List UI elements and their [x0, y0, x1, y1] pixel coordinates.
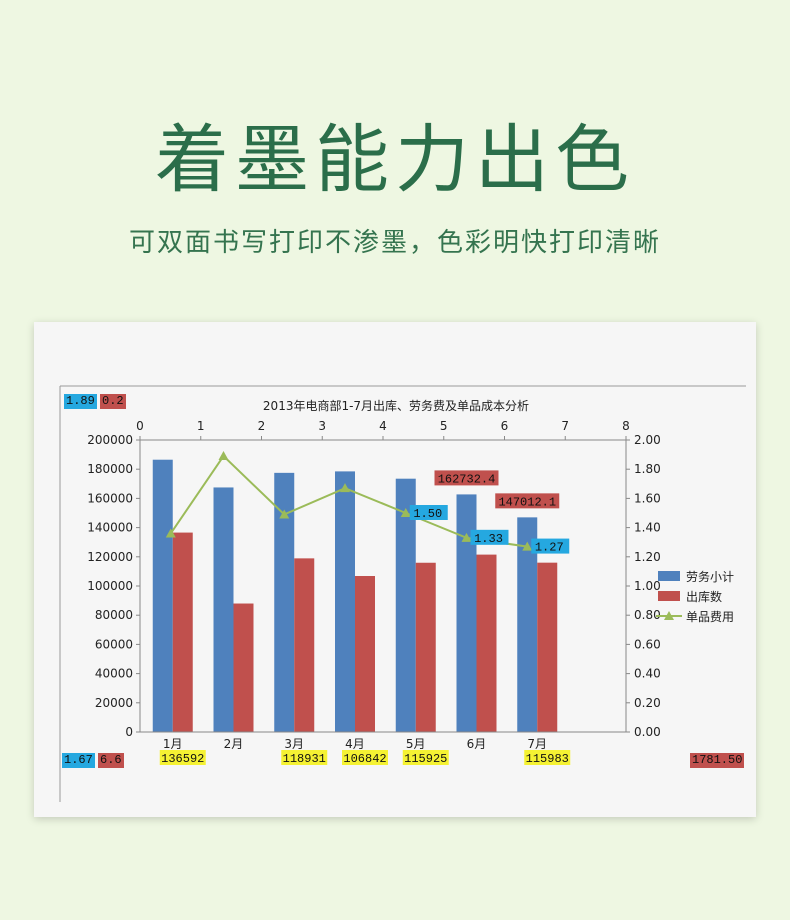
tag-bottom-left-blue: 1.67: [62, 753, 95, 768]
bar-outbound: [233, 603, 254, 732]
line-point: [400, 508, 411, 517]
line-point: [218, 451, 229, 461]
chart-title: 2013年电商部1-7月出库、劳务费及单品成本分析: [263, 398, 529, 413]
line-point: [340, 483, 350, 493]
data-label-labor: 162732.4: [438, 472, 496, 486]
y2-tick-label: 0.20: [634, 696, 661, 710]
y2-tick-label: 0.40: [634, 667, 661, 681]
top-tick-label: 0: [136, 419, 144, 433]
data-label-outbound: 118931: [283, 752, 326, 766]
data-label-outbound: 106842: [343, 752, 386, 766]
x-category-label: 1月: [163, 737, 183, 751]
line-point: [461, 532, 472, 542]
x-category-label: 4月: [345, 737, 365, 751]
tag-bottom-left-red: 6.6: [98, 753, 124, 768]
y-tick-label: 180000: [87, 462, 133, 476]
top-tick-label: 5: [440, 419, 448, 433]
legend-swatch: [658, 591, 680, 601]
y-tick-label: 60000: [95, 637, 133, 651]
y2-tick-label: 1.80: [634, 462, 661, 476]
legend-swatch: [658, 571, 680, 581]
bar-outbound: [355, 576, 375, 732]
headline: 着墨能力出色: [155, 117, 635, 203]
bar-outbound: [294, 558, 315, 732]
bar-outbound: [415, 562, 436, 732]
data-label-bg: [470, 529, 509, 545]
top-tick-label: 3: [318, 419, 326, 433]
data-label-outbound: 136592: [161, 752, 204, 766]
bar-outbound: [476, 554, 497, 732]
chart-paper: 2013年电商部1-7月出库、劳务费及单品成本分析 200000 180000 16…: [34, 322, 756, 817]
y2-tick-label: 0.60: [634, 637, 661, 651]
y-tick-label: 40000: [95, 667, 133, 681]
data-label-bg: [342, 750, 388, 765]
data-label-bg: [434, 470, 499, 486]
bar-labor: [395, 478, 416, 732]
data-label-bg: [402, 750, 449, 765]
y-tick-label: 140000: [87, 521, 133, 535]
legend-label: 单品费用: [686, 610, 734, 624]
data-label-bg: [409, 505, 448, 520]
x-category-label: 3月: [284, 737, 304, 751]
bar-labor: [517, 517, 538, 732]
legend-label: 出库数: [686, 589, 722, 604]
data-label-bg: [531, 538, 570, 554]
y2-tick-label: 0.00: [634, 725, 661, 739]
bar-outbound: [537, 562, 558, 732]
y2-tick-label: 1.60: [634, 491, 661, 505]
data-label-line: 1.27: [535, 541, 564, 555]
y-tick-label: 160000: [87, 491, 133, 505]
line-point: [279, 509, 290, 519]
top-tick-label: 7: [561, 419, 569, 433]
y2-tick-label: 2.00: [634, 433, 661, 447]
legend-label: 劳务小计: [686, 569, 734, 584]
y-tick-label: 0: [125, 725, 133, 739]
y-tick-label: 20000: [95, 696, 133, 710]
bar-labor: [456, 494, 477, 732]
tag-bottom-right-red: 1781.50: [690, 753, 745, 768]
y2-tick-label: 1.20: [634, 550, 661, 564]
legend-marker: [664, 611, 674, 620]
y-tick-label: 80000: [95, 608, 133, 622]
y-tick-label: 200000: [87, 433, 133, 447]
top-tick-label: 1: [197, 419, 205, 433]
y2-tick-label: 1.00: [634, 579, 661, 593]
data-label-outbound: 115983: [526, 752, 569, 766]
bar-labor: [274, 472, 295, 732]
bar-labor: [152, 459, 173, 732]
data-label-labor: 147012.1: [498, 495, 556, 509]
line-point: [522, 541, 533, 551]
subheadline: 可双面书写打印不渗墨，色彩明快打印清晰: [128, 228, 661, 258]
y-tick-label: 100000: [87, 579, 133, 593]
y2-tick-label: 0.80: [634, 608, 661, 622]
x-category-label: 7月: [527, 737, 547, 751]
chart-svg: 2013年电商部1-7月出库、劳务费及单品成本分析 20000018000016…: [59, 385, 746, 802]
data-label-bg: [281, 750, 328, 765]
y2-tick-label: 1.40: [634, 521, 661, 535]
tag-top-left-red: 0.2: [100, 394, 126, 409]
data-label-bg: [495, 493, 560, 509]
line-point: [165, 528, 176, 538]
bar-labor: [335, 471, 355, 732]
bar-labor: [213, 487, 234, 732]
top-tick-label: 8: [622, 419, 630, 433]
data-label-bg: [159, 750, 206, 765]
x-category-label: 5月: [406, 737, 426, 751]
data-label-line: 1.50: [413, 507, 442, 521]
x-category-label: 2月: [224, 737, 244, 751]
bar-outbound: [172, 532, 193, 732]
y-tick-label: 120000: [87, 550, 133, 564]
top-tick-label: 4: [379, 419, 387, 433]
x-category-label: 6月: [467, 737, 487, 751]
data-label-outbound: 115925: [404, 752, 447, 766]
top-tick-label: 2: [258, 419, 266, 433]
top-tick-label: 6: [501, 419, 509, 433]
tag-top-left-blue: 1.89: [64, 394, 97, 409]
data-label-line: 1.33: [474, 532, 503, 546]
data-label-bg: [524, 750, 571, 765]
